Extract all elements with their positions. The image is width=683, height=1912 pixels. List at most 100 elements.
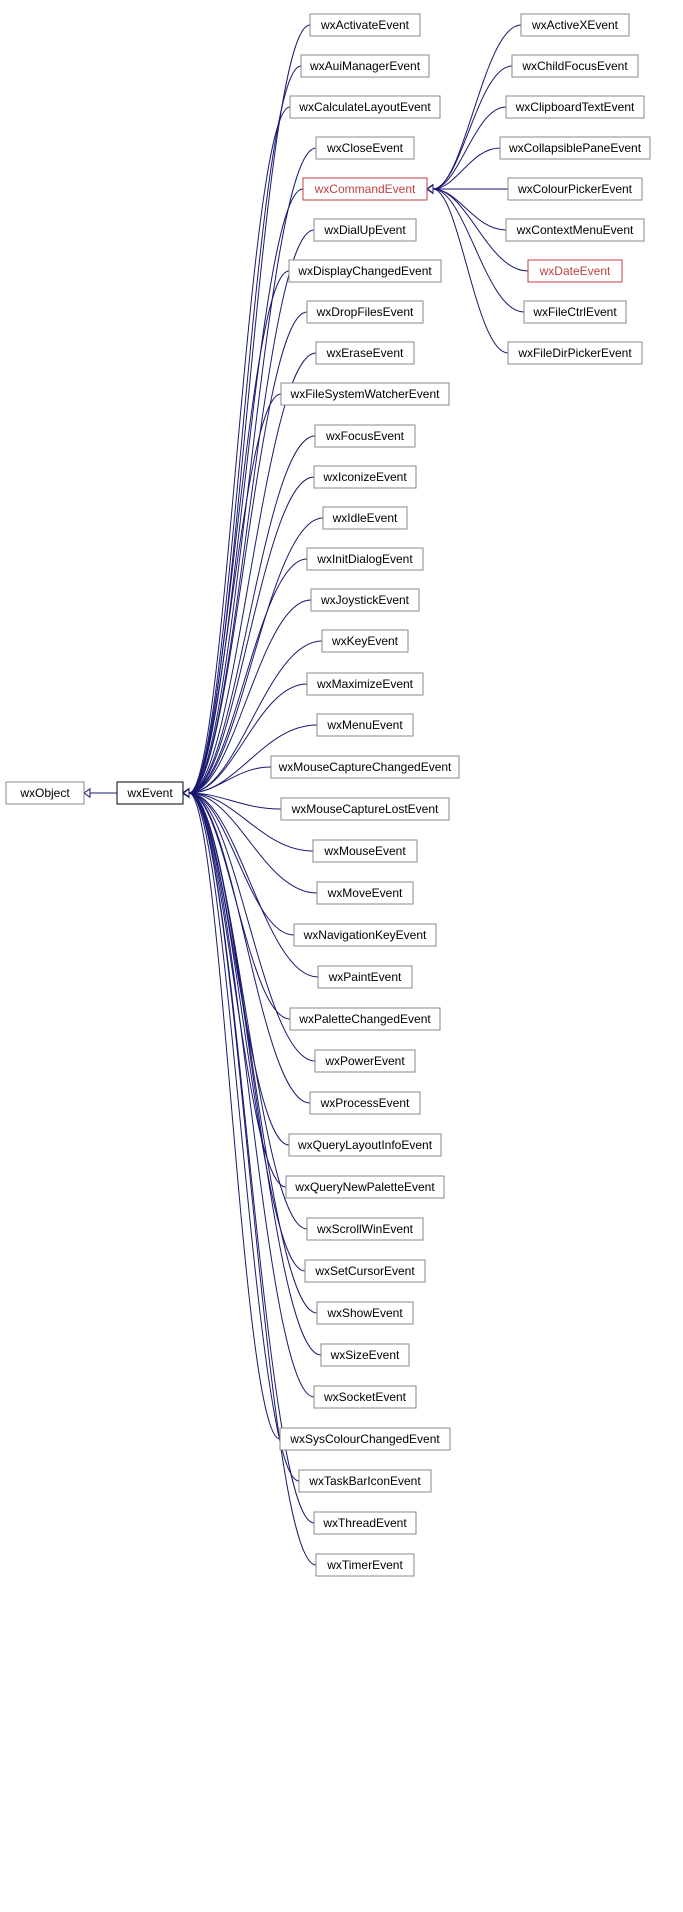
inheritance-diagram: wxObject wxEvent wxActivateEvent wxAuiManag… <box>0 0 683 1912</box>
node-label: wxFocusEvent <box>325 429 405 443</box>
node-wxshowevent[interactable]: wxShowEvent <box>317 1302 413 1324</box>
node-wxpaintevent[interactable]: wxPaintEvent <box>318 966 412 988</box>
inheritance-edge <box>189 793 318 977</box>
node-wxchildfocusevent[interactable]: wxChildFocusEvent <box>512 55 638 77</box>
node-label: wxSetCursorEvent <box>314 1264 415 1278</box>
node-label: wxNavigationKeyEvent <box>303 928 427 942</box>
node-label: wxJoystickEvent <box>320 593 410 607</box>
node-wxmoveevent[interactable]: wxMoveEvent <box>317 882 413 904</box>
node-wxpowerevent[interactable]: wxPowerEvent <box>315 1050 415 1072</box>
node-label: wxClipboardTextEvent <box>515 100 635 114</box>
arrowhead <box>183 789 189 797</box>
node-wxquerylayoutinfoevent[interactable]: wxQueryLayoutInfoEvent <box>289 1134 441 1156</box>
arrowhead <box>183 789 189 797</box>
node-label: wxCloseEvent <box>326 141 404 155</box>
node-wxmousecapturelostevent[interactable]: wxMouseCaptureLostEvent <box>281 798 449 820</box>
node-label: wxObject <box>19 786 70 800</box>
arrowhead <box>183 789 189 797</box>
node-wxiconizeevent[interactable]: wxIconizeEvent <box>314 466 416 488</box>
arrowhead <box>183 789 189 797</box>
arrowhead <box>183 789 189 797</box>
node-label: wxShowEvent <box>326 1306 403 1320</box>
node-wxobject[interactable]: wxObject <box>6 782 84 804</box>
node-wxactivexevent[interactable]: wxActiveXEvent <box>521 14 629 36</box>
node-wxscrollwinevent[interactable]: wxScrollWinEvent <box>307 1218 423 1240</box>
node-label: wxSizeEvent <box>330 1348 400 1362</box>
node-wxinitdialogevent[interactable]: wxInitDialogEvent <box>307 548 423 570</box>
arrowhead <box>183 789 189 797</box>
arrowhead <box>427 185 433 193</box>
node-label: wxSysColourChangedEvent <box>289 1432 440 1446</box>
node-label: wxCommandEvent <box>314 182 416 196</box>
node-wxeraseevent[interactable]: wxEraseEvent <box>316 342 414 364</box>
node-wxthreadevent[interactable]: wxThreadEvent <box>314 1512 416 1534</box>
node-label: wxEraseEvent <box>326 346 404 360</box>
node-wxcollapsiblepaneevent[interactable]: wxCollapsiblePaneEvent <box>500 137 650 159</box>
node-wxcommandevent[interactable]: wxCommandEvent <box>303 178 427 200</box>
node-wxtaskbariconevent[interactable]: wxTaskBarIconEvent <box>299 1470 431 1492</box>
node-wxjoystickevent[interactable]: wxJoystickEvent <box>311 589 419 611</box>
arrowhead <box>427 185 433 193</box>
node-wxauimanagerevent[interactable]: wxAuiManagerEvent <box>301 55 429 77</box>
node-wxprocessevent[interactable]: wxProcessEvent <box>310 1092 420 1114</box>
node-wxmenuevent[interactable]: wxMenuEvent <box>317 714 413 736</box>
node-label: wxColourPickerEvent <box>517 182 633 196</box>
node-wxdisplaychangedevent[interactable]: wxDisplayChangedEvent <box>289 260 441 282</box>
node-wxsetcursorevent[interactable]: wxSetCursorEvent <box>305 1260 425 1282</box>
node-wxsocketevent[interactable]: wxSocketEvent <box>314 1386 416 1408</box>
arrowhead <box>427 185 433 193</box>
node-wxevent[interactable]: wxEvent <box>117 782 183 804</box>
node-wxmousecapturechangedevent[interactable]: wxMouseCaptureChangedEvent <box>271 756 459 778</box>
node-wxmaximizeevent[interactable]: wxMaximizeEvent <box>307 673 423 695</box>
node-wxfiledirpickerevent[interactable]: wxFileDirPickerEvent <box>508 342 642 364</box>
inheritance-edge <box>189 793 280 1439</box>
node-wxcontextmenuevent[interactable]: wxContextMenuEvent <box>506 219 644 241</box>
arrowhead <box>427 185 433 193</box>
node-wxpalettechangedevent[interactable]: wxPaletteChangedEvent <box>290 1008 440 1030</box>
node-wxcolourpickerevent[interactable]: wxColourPickerEvent <box>508 178 642 200</box>
inheritance-edge <box>433 189 508 353</box>
node-wxsyscolourchangedevent[interactable]: wxSysColourChangedEvent <box>280 1428 450 1450</box>
arrowhead <box>183 789 189 797</box>
arrowhead <box>183 789 189 797</box>
node-label: wxQueryLayoutInfoEvent <box>297 1138 433 1152</box>
arrowhead <box>183 789 189 797</box>
inheritance-edge <box>433 66 512 189</box>
arrowhead <box>183 789 189 797</box>
node-wxdropfilesevent[interactable]: wxDropFilesEvent <box>307 301 423 323</box>
node-wxquerynewpaletteevent[interactable]: wxQueryNewPaletteEvent <box>286 1176 444 1198</box>
node-label: wxCalculateLayoutEvent <box>298 100 431 114</box>
node-wxcloseevent[interactable]: wxCloseEvent <box>316 137 414 159</box>
node-label: wxDisplayChangedEvent <box>297 264 432 278</box>
node-label: wxMouseCaptureChangedEvent <box>278 760 452 774</box>
node-wxidleevent[interactable]: wxIdleEvent <box>323 507 407 529</box>
node-wxnavigationkeyevent[interactable]: wxNavigationKeyEvent <box>294 924 436 946</box>
node-label: wxDialUpEvent <box>323 223 406 237</box>
node-label: wxChildFocusEvent <box>521 59 628 73</box>
inheritance-edge <box>189 793 299 1481</box>
arrowhead <box>427 185 433 193</box>
node-wxdateevent[interactable]: wxDateEvent <box>528 260 622 282</box>
node-wxclipboardtextevent[interactable]: wxClipboardTextEvent <box>506 96 644 118</box>
node-wxdialupevent[interactable]: wxDialUpEvent <box>314 219 416 241</box>
node-wxsizeevent[interactable]: wxSizeEvent <box>321 1344 409 1366</box>
node-wxcalculatelayoutevent[interactable]: wxCalculateLayoutEvent <box>290 96 440 118</box>
node-wxfilesystemwatcherevent[interactable]: wxFileSystemWatcherEvent <box>281 383 449 405</box>
node-wxkeyevent[interactable]: wxKeyEvent <box>322 630 408 652</box>
node-wxactivateevent[interactable]: wxActivateEvent <box>310 14 420 36</box>
node-wxmouseevent[interactable]: wxMouseEvent <box>313 840 417 862</box>
inheritance-edge <box>189 148 316 793</box>
node-label: wxMenuEvent <box>326 718 403 732</box>
node-label: wxActivateEvent <box>320 18 410 32</box>
arrowhead <box>183 789 189 797</box>
node-label: wxMoveEvent <box>327 886 403 900</box>
arrowhead <box>183 789 189 797</box>
node-label: wxSocketEvent <box>323 1390 407 1404</box>
node-wxfilectrlevent[interactable]: wxFileCtrlEvent <box>524 301 626 323</box>
node-wxfocusevent[interactable]: wxFocusEvent <box>315 425 415 447</box>
node-wxtimerevent[interactable]: wxTimerEvent <box>316 1554 414 1576</box>
node-label: wxPaintEvent <box>328 970 402 984</box>
arrowhead <box>183 789 189 797</box>
node-label: wxPowerEvent <box>324 1054 405 1068</box>
arrowhead <box>183 789 189 797</box>
